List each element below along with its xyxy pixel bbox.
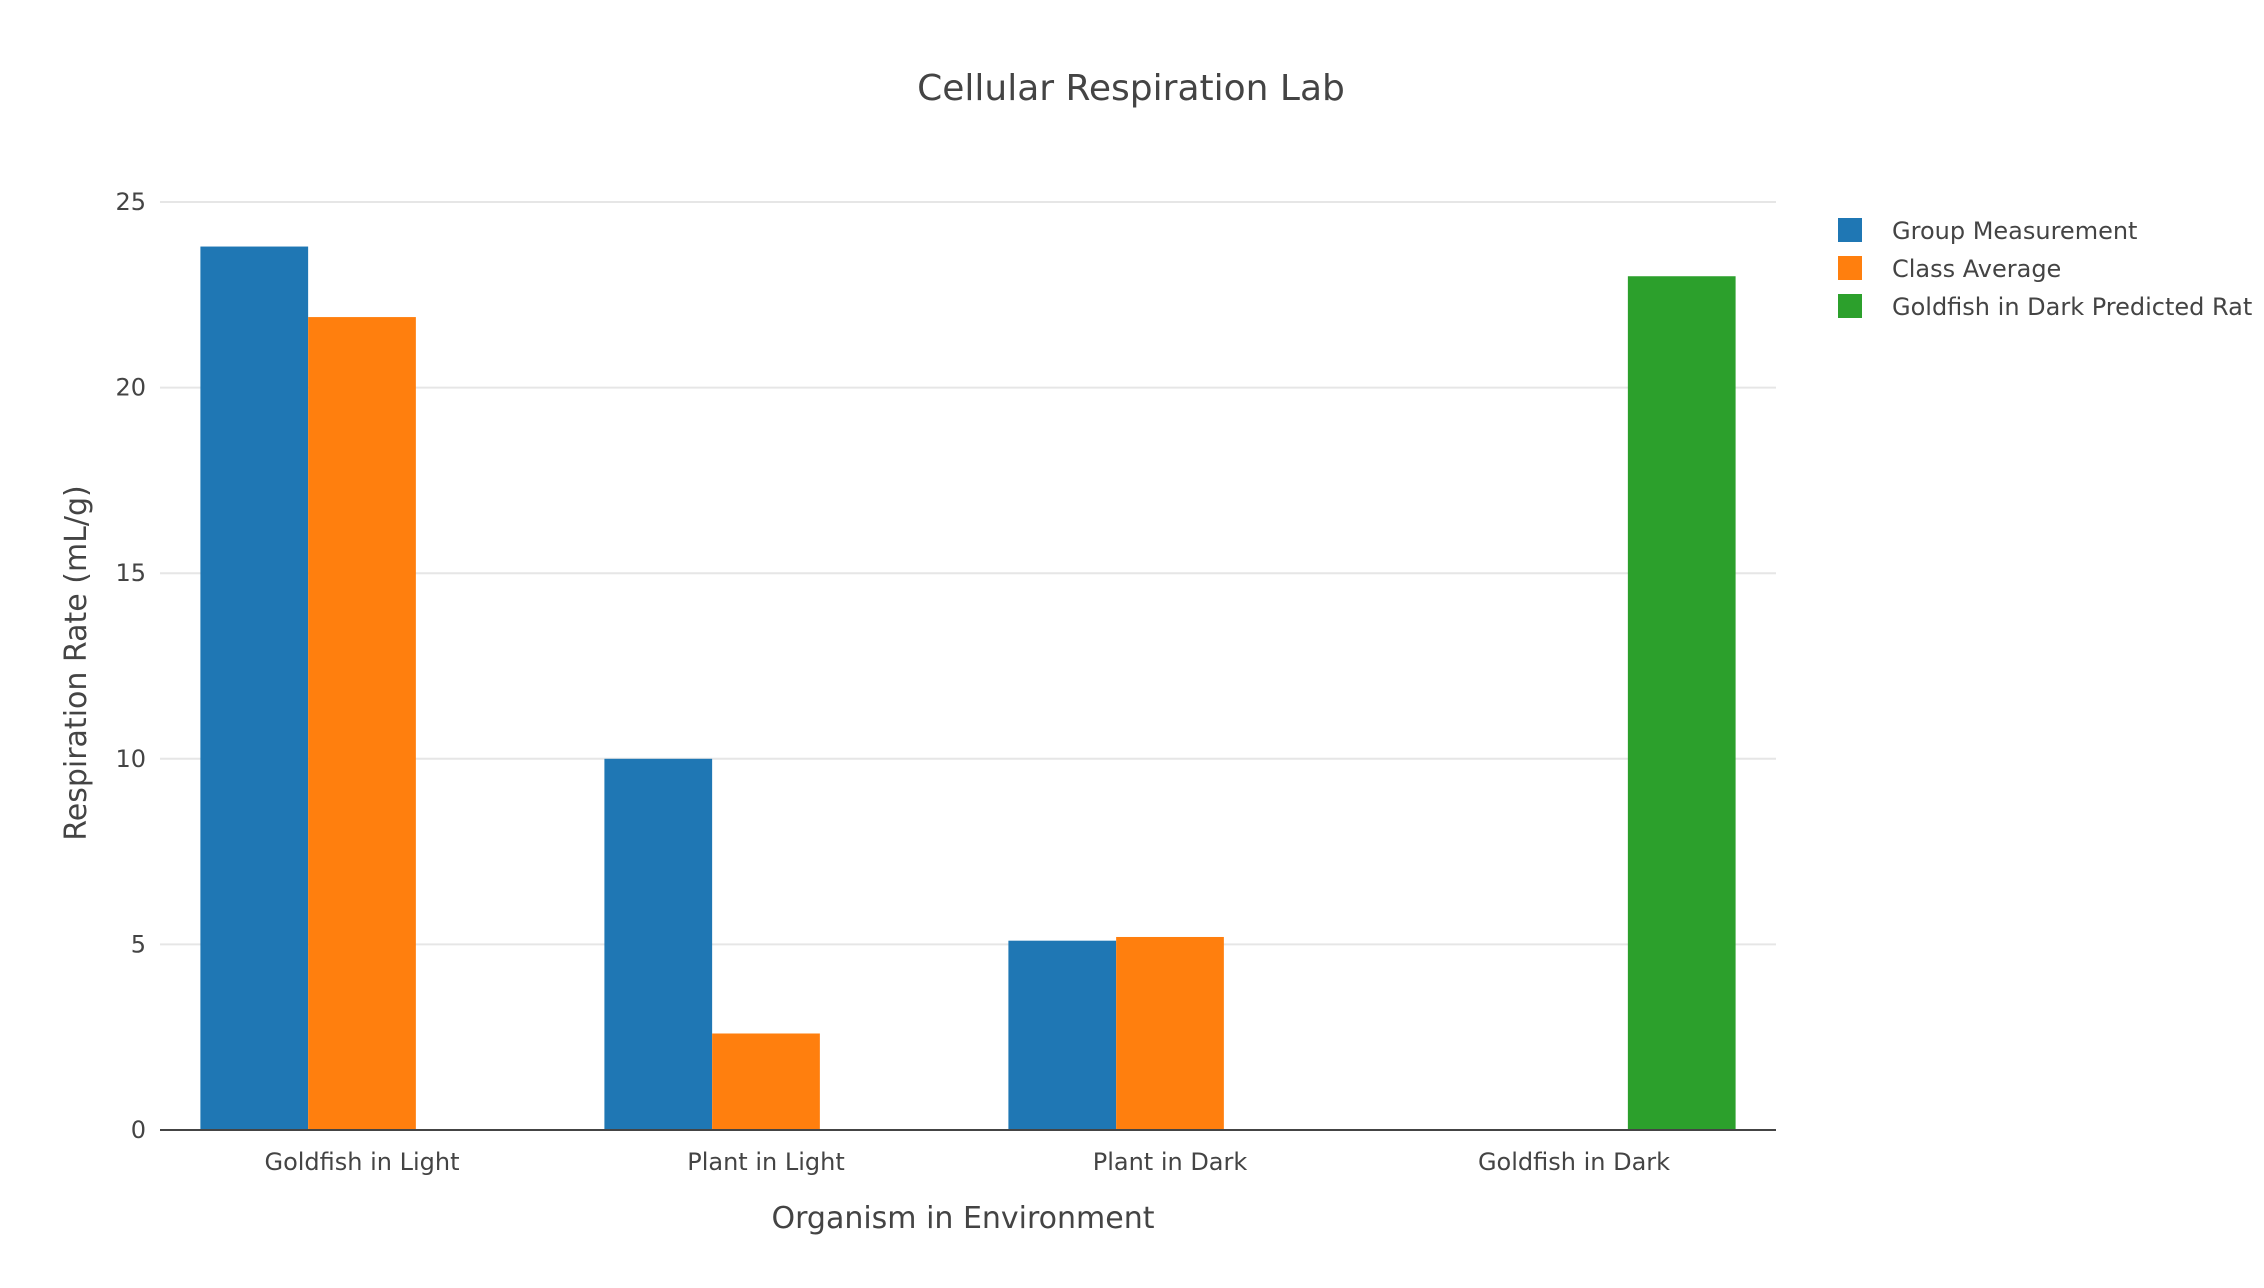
legend-label: Class Average (1892, 255, 2061, 283)
gridlines (160, 201, 1776, 946)
y-tick-label: 25 (115, 188, 146, 216)
x-tick-label: Goldfish in Dark (1478, 1148, 1670, 1176)
legend-swatch (1838, 256, 1862, 280)
bar-class-average-0[interactable] (308, 317, 416, 1130)
y-tick-labels: 0 5 10 15 20 25 (115, 188, 146, 1144)
bar-group-measurement-0[interactable] (200, 246, 309, 1130)
bar-goldfish-in-dark-predicted-rat-3[interactable] (1627, 276, 1736, 1130)
legend-swatch (1838, 218, 1862, 242)
bar-class-average-2[interactable] (1116, 936, 1224, 1130)
y-tick-label: 15 (115, 559, 146, 587)
x-tick-labels: Goldfish in Light Plant in Light Plant in … (264, 1148, 1670, 1176)
legend[interactable]: Group Measurement Class Average Goldfish i… (1838, 217, 2252, 321)
y-tick-label: 0 (131, 1116, 146, 1144)
y-tick-label: 20 (115, 374, 146, 402)
legend-label: Group Measurement (1892, 217, 2137, 245)
legend-swatch (1838, 294, 1862, 318)
x-tick-label: Goldfish in Light (264, 1148, 459, 1176)
bars (200, 246, 1736, 1130)
legend-item[interactable]: Class Average (1838, 255, 2061, 283)
y-tick-label: 5 (131, 930, 146, 958)
x-axis-title: Organism in Environment (771, 1201, 1154, 1236)
chart-title: Cellular Respiration Lab (917, 68, 1345, 109)
bar-class-average-1[interactable] (712, 1033, 820, 1130)
x-tick-label: Plant in Light (687, 1148, 845, 1176)
bar-group-measurement-2[interactable] (1008, 940, 1117, 1130)
y-tick-label: 10 (115, 745, 146, 773)
legend-label: Goldfish in Dark Predicted Rat (1892, 293, 2252, 321)
legend-item[interactable]: Goldfish in Dark Predicted Rat (1838, 293, 2252, 321)
x-tick-label: Plant in Dark (1093, 1148, 1248, 1176)
legend-item[interactable]: Group Measurement (1838, 217, 2137, 245)
bar-group-measurement-1[interactable] (604, 758, 713, 1130)
y-axis-title: Respiration Rate (mL/g) (59, 485, 94, 841)
